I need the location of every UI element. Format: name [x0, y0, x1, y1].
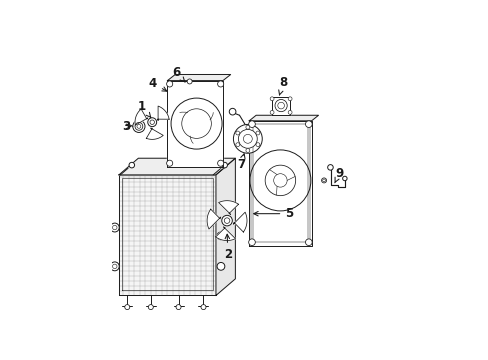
Polygon shape [218, 201, 238, 214]
Polygon shape [119, 158, 235, 175]
Circle shape [147, 118, 156, 127]
Circle shape [224, 218, 229, 223]
Circle shape [176, 305, 181, 310]
Circle shape [217, 160, 224, 166]
Polygon shape [167, 75, 230, 81]
Circle shape [135, 122, 142, 130]
Circle shape [255, 143, 259, 147]
Circle shape [235, 131, 239, 135]
Circle shape [287, 97, 291, 101]
Polygon shape [167, 81, 223, 167]
Text: 1: 1 [138, 100, 150, 117]
Circle shape [249, 150, 310, 211]
Circle shape [150, 120, 154, 125]
Polygon shape [157, 106, 169, 121]
Circle shape [248, 239, 255, 246]
Circle shape [321, 178, 326, 183]
Polygon shape [215, 227, 235, 240]
Text: 8: 8 [278, 76, 287, 95]
Circle shape [124, 305, 129, 310]
Circle shape [137, 125, 141, 128]
Circle shape [287, 111, 291, 114]
Circle shape [305, 121, 311, 127]
Circle shape [217, 232, 224, 240]
Circle shape [166, 160, 172, 166]
Circle shape [243, 134, 252, 143]
Circle shape [187, 79, 192, 84]
Circle shape [305, 239, 311, 246]
Circle shape [148, 305, 153, 310]
Circle shape [274, 99, 286, 112]
Circle shape [112, 225, 117, 230]
Circle shape [245, 149, 249, 152]
Text: 4: 4 [149, 77, 166, 91]
Circle shape [110, 223, 119, 232]
Circle shape [217, 262, 224, 270]
Polygon shape [249, 121, 311, 246]
Circle shape [277, 102, 284, 109]
Polygon shape [249, 115, 318, 121]
Circle shape [264, 165, 295, 196]
Circle shape [110, 262, 119, 271]
Circle shape [233, 125, 262, 153]
Circle shape [182, 109, 211, 138]
Circle shape [269, 111, 273, 114]
Polygon shape [135, 109, 147, 125]
Polygon shape [216, 158, 235, 296]
Circle shape [327, 165, 332, 170]
Circle shape [171, 98, 222, 149]
Circle shape [245, 125, 249, 129]
Circle shape [273, 174, 286, 187]
Circle shape [322, 179, 325, 182]
Text: 9: 9 [334, 167, 343, 183]
Circle shape [235, 143, 239, 147]
Text: 6: 6 [172, 66, 185, 82]
Polygon shape [146, 128, 163, 139]
Circle shape [201, 305, 205, 310]
Circle shape [129, 162, 134, 168]
Circle shape [269, 97, 273, 101]
Polygon shape [233, 212, 246, 232]
Circle shape [255, 131, 259, 135]
Circle shape [238, 129, 257, 148]
Polygon shape [119, 175, 216, 296]
Polygon shape [207, 209, 221, 229]
Circle shape [133, 120, 145, 132]
Text: 5: 5 [253, 207, 293, 220]
Circle shape [217, 81, 224, 87]
Circle shape [248, 121, 255, 127]
Circle shape [112, 264, 117, 269]
Text: 3: 3 [122, 120, 130, 133]
Circle shape [166, 81, 172, 87]
Circle shape [222, 162, 227, 168]
Circle shape [342, 176, 346, 181]
Text: 7: 7 [236, 154, 244, 171]
Text: 2: 2 [224, 234, 231, 261]
Circle shape [222, 215, 232, 226]
Polygon shape [271, 96, 289, 114]
Circle shape [229, 108, 235, 115]
